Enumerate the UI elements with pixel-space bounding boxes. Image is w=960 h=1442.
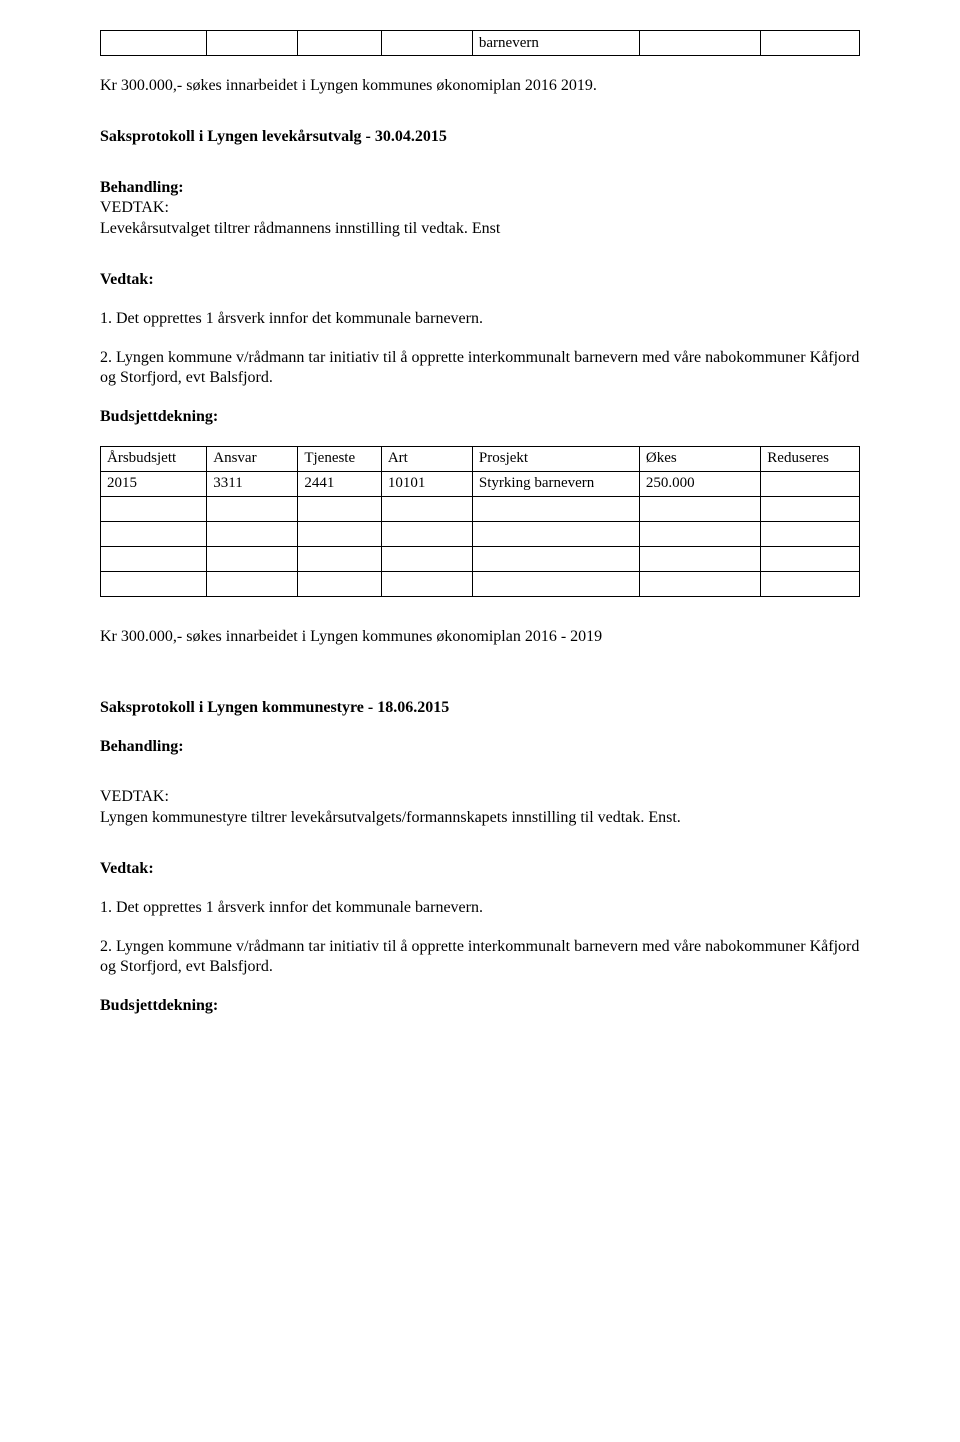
cell xyxy=(207,31,298,56)
cell xyxy=(472,546,639,571)
header-cell: Prosjekt xyxy=(472,446,639,471)
vedtak-label-2: VEDTAK: xyxy=(100,787,860,808)
header-cell: Reduseres xyxy=(761,446,860,471)
closing-text: Kr 300.000,- søkes innarbeidet i Lyngen … xyxy=(100,627,860,648)
cell: 2015 xyxy=(101,471,207,496)
header-cell: Ansvar xyxy=(207,446,298,471)
behandling-text-2: Lyngen kommunestyre tiltrer levekårsutva… xyxy=(100,808,860,829)
budget-heading: Budsjettdekning: xyxy=(100,407,860,428)
behandling-text: Levekårsutvalget tiltrer rådmannens inns… xyxy=(100,219,860,240)
cell: 250.000 xyxy=(639,471,760,496)
cell xyxy=(761,546,860,571)
cell xyxy=(472,571,639,596)
cell xyxy=(761,471,860,496)
cell xyxy=(207,521,298,546)
cell xyxy=(639,546,760,571)
cell xyxy=(207,546,298,571)
header-cell: Økes xyxy=(639,446,760,471)
vedtak-heading-2: Vedtak: xyxy=(100,859,860,880)
cell: 10101 xyxy=(381,471,472,496)
cell xyxy=(101,31,207,56)
point-1: 1. Det opprettes 1 årsverk innfor det ko… xyxy=(100,309,860,330)
cell: barnevern xyxy=(472,31,639,56)
cell xyxy=(381,31,472,56)
cell: Styrking barnevern xyxy=(472,471,639,496)
cell xyxy=(298,31,381,56)
budget-heading-2: Budsjettdekning: xyxy=(100,996,860,1017)
cell xyxy=(472,521,639,546)
cell xyxy=(381,546,472,571)
behandling-heading-2: Behandling: xyxy=(100,737,860,758)
behandling-heading: Behandling: xyxy=(100,178,860,199)
header-cell: Årsbudsjett xyxy=(101,446,207,471)
cell xyxy=(761,496,860,521)
cell xyxy=(381,571,472,596)
cell xyxy=(639,521,760,546)
cell: 3311 xyxy=(207,471,298,496)
cell xyxy=(761,31,860,56)
cell xyxy=(639,571,760,596)
cell xyxy=(298,521,381,546)
vedtak-heading: Vedtak: xyxy=(100,270,860,291)
cell xyxy=(101,521,207,546)
point-2: 2. Lyngen kommune v/rådmann tar initiati… xyxy=(100,348,860,390)
cell xyxy=(381,521,472,546)
cell xyxy=(298,496,381,521)
cell xyxy=(761,521,860,546)
cell xyxy=(101,571,207,596)
cell xyxy=(101,496,207,521)
cell: 2441 xyxy=(298,471,381,496)
cell xyxy=(207,496,298,521)
cell xyxy=(639,496,760,521)
cell xyxy=(101,546,207,571)
top-table: barnevern xyxy=(100,30,860,56)
protocol-heading-2: Saksprotokoll i Lyngen kommunestyre - 18… xyxy=(100,698,860,719)
protocol-heading-1: Saksprotokoll i Lyngen levekårsutvalg - … xyxy=(100,127,860,148)
cell xyxy=(381,496,472,521)
point-3: 1. Det opprettes 1 årsverk innfor det ko… xyxy=(100,898,860,919)
cell xyxy=(207,571,298,596)
cell xyxy=(298,546,381,571)
vedtak-label: VEDTAK: xyxy=(100,198,860,219)
header-cell: Art xyxy=(381,446,472,471)
cell xyxy=(472,496,639,521)
cell xyxy=(761,571,860,596)
cell xyxy=(639,31,760,56)
intro-text: Kr 300.000,- søkes innarbeidet i Lyngen … xyxy=(100,76,860,97)
header-cell: Tjeneste xyxy=(298,446,381,471)
budget-table: Årsbudsjett Ansvar Tjeneste Art Prosjekt… xyxy=(100,446,860,597)
point-4: 2. Lyngen kommune v/rådmann tar initiati… xyxy=(100,937,860,979)
cell xyxy=(298,571,381,596)
